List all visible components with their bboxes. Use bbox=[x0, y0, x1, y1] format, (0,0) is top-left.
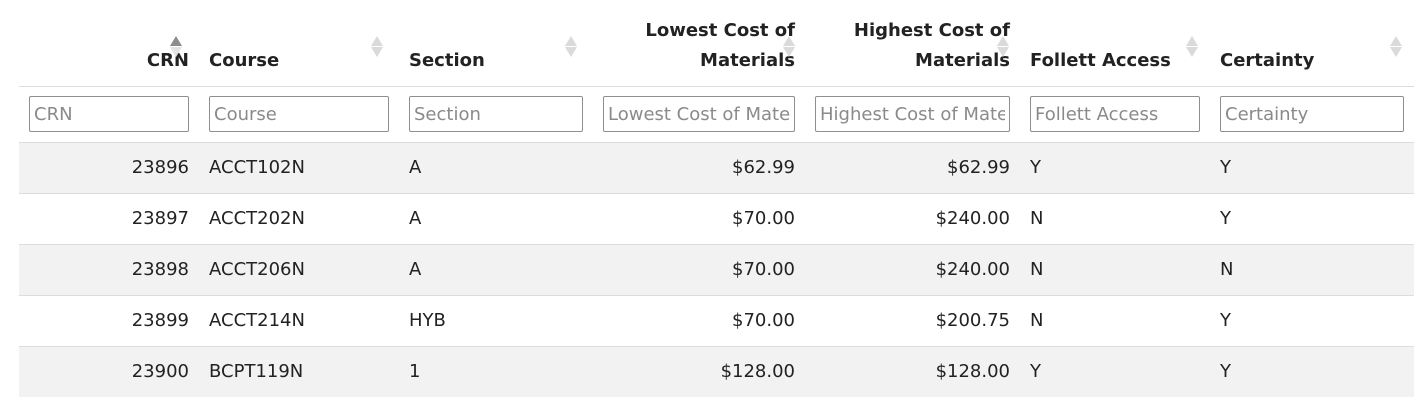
cell-certainty: Y bbox=[1210, 192, 1414, 244]
course-filter-input[interactable] bbox=[209, 96, 389, 132]
cell-course: BCPT119N bbox=[199, 345, 399, 397]
cell-highest-cost: $200.75 bbox=[805, 294, 1020, 346]
filter-cell bbox=[593, 86, 805, 142]
sort-icon bbox=[1390, 36, 1402, 58]
sort-ascending-icon bbox=[170, 36, 182, 58]
table-row[interactable]: 23897 ACCT202N A $70.00 $240.00 N Y bbox=[19, 192, 1414, 244]
column-header-course[interactable]: Course bbox=[199, 0, 399, 87]
filter-row bbox=[19, 86, 1414, 142]
cell-highest-cost: $128.00 bbox=[805, 345, 1020, 397]
cell-highest-cost: $62.99 bbox=[805, 141, 1020, 193]
certainty-filter-input[interactable] bbox=[1220, 96, 1404, 132]
sort-icon bbox=[997, 36, 1009, 58]
section-filter-input[interactable] bbox=[409, 96, 583, 132]
filter-cell bbox=[805, 86, 1020, 142]
cell-follett-access: Y bbox=[1020, 141, 1210, 193]
table-row[interactable]: 23900 BCPT119N 1 $128.00 $128.00 Y Y bbox=[19, 345, 1414, 397]
cell-certainty: Y bbox=[1210, 294, 1414, 346]
filter-cell bbox=[1020, 86, 1210, 142]
sort-icon bbox=[371, 36, 383, 58]
table-row[interactable]: 23896 ACCT102N A $62.99 $62.99 Y Y bbox=[19, 141, 1414, 193]
cell-follett-access: Y bbox=[1020, 345, 1210, 397]
cell-course: ACCT206N bbox=[199, 243, 399, 295]
cell-section: 1 bbox=[399, 345, 593, 397]
cell-follett-access: N bbox=[1020, 192, 1210, 244]
cell-crn: 23896 bbox=[19, 141, 199, 193]
cell-crn: 23900 bbox=[19, 345, 199, 397]
cell-section: HYB bbox=[399, 294, 593, 346]
column-header-label: Section bbox=[409, 49, 485, 71]
cell-lowest-cost: $70.00 bbox=[593, 294, 805, 346]
column-header-label: Follett Access bbox=[1030, 49, 1171, 71]
filter-cell bbox=[399, 86, 593, 142]
column-header-crn[interactable]: CRN bbox=[19, 0, 199, 87]
cell-follett-access: N bbox=[1020, 294, 1210, 346]
cell-lowest-cost: $62.99 bbox=[593, 141, 805, 193]
cell-section: A bbox=[399, 141, 593, 193]
filter-cell bbox=[199, 86, 399, 142]
cell-course: ACCT214N bbox=[199, 294, 399, 346]
course-materials-table: CRN Course Section Lowest Cost of Materi… bbox=[19, 0, 1414, 397]
column-header-label-line2: Materials bbox=[915, 49, 1010, 71]
filter-cell bbox=[1210, 86, 1414, 142]
cell-crn: 23898 bbox=[19, 243, 199, 295]
column-header-section[interactable]: Section bbox=[399, 0, 593, 87]
sort-icon bbox=[1186, 36, 1198, 58]
cell-lowest-cost: $128.00 bbox=[593, 345, 805, 397]
column-header-certainty[interactable]: Certainty bbox=[1210, 0, 1414, 87]
highest-cost-filter-input[interactable] bbox=[815, 96, 1010, 132]
cell-highest-cost: $240.00 bbox=[805, 243, 1020, 295]
column-header-label: Certainty bbox=[1220, 49, 1315, 71]
column-header-label-line1: Highest Cost of bbox=[853, 19, 1010, 41]
cell-section: A bbox=[399, 192, 593, 244]
cell-lowest-cost: $70.00 bbox=[593, 243, 805, 295]
column-header-label: Course bbox=[209, 49, 280, 71]
cell-lowest-cost: $70.00 bbox=[593, 192, 805, 244]
cell-crn: 23897 bbox=[19, 192, 199, 244]
cell-follett-access: N bbox=[1020, 243, 1210, 295]
column-header-follett-access[interactable]: Follett Access bbox=[1020, 0, 1210, 87]
cell-section: A bbox=[399, 243, 593, 295]
column-header-label: CRN bbox=[146, 49, 189, 71]
column-header-label-line2: Materials bbox=[700, 49, 795, 71]
table-row[interactable]: 23898 ACCT206N A $70.00 $240.00 N N bbox=[19, 243, 1414, 295]
cell-certainty: N bbox=[1210, 243, 1414, 295]
crn-filter-input[interactable] bbox=[29, 96, 189, 132]
cell-crn: 23899 bbox=[19, 294, 199, 346]
cell-certainty: Y bbox=[1210, 345, 1414, 397]
cell-course: ACCT102N bbox=[199, 141, 399, 193]
column-header-lowest-cost[interactable]: Lowest Cost of Materials bbox=[593, 0, 805, 87]
sort-icon bbox=[565, 36, 577, 58]
filter-cell bbox=[19, 86, 199, 142]
header-row: CRN Course Section Lowest Cost of Materi… bbox=[19, 0, 1414, 87]
cell-highest-cost: $240.00 bbox=[805, 192, 1020, 244]
cell-certainty: Y bbox=[1210, 141, 1414, 193]
column-header-highest-cost[interactable]: Highest Cost of Materials bbox=[805, 0, 1020, 87]
lowest-cost-filter-input[interactable] bbox=[603, 96, 795, 132]
table-row[interactable]: 23899 ACCT214N HYB $70.00 $200.75 N Y bbox=[19, 294, 1414, 346]
cell-course: ACCT202N bbox=[199, 192, 399, 244]
column-header-label-line1: Lowest Cost of bbox=[645, 19, 795, 41]
sort-icon bbox=[783, 36, 795, 58]
data-table-wrapper: CRN Course Section Lowest Cost of Materi… bbox=[19, 0, 1414, 397]
follett-access-filter-input[interactable] bbox=[1030, 96, 1200, 132]
